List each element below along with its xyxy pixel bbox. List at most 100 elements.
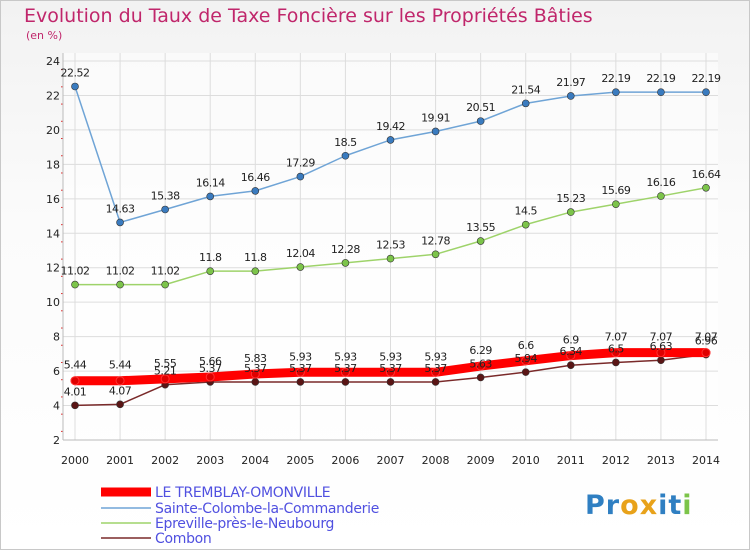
logo-letter: t xyxy=(668,490,683,521)
data-label: 6.6 xyxy=(518,339,534,352)
data-label: 13.55 xyxy=(466,221,495,234)
data-point xyxy=(296,378,305,386)
y-tick-label: 20 xyxy=(46,124,60,137)
data-label: 11.8 xyxy=(244,251,267,264)
data-point xyxy=(161,205,169,214)
data-label: 5.37 xyxy=(379,362,402,375)
chart-subtitle: (en %) xyxy=(26,29,63,42)
y-tick-label: 16 xyxy=(46,193,60,206)
data-point xyxy=(566,92,575,100)
data-label: 6.34 xyxy=(560,345,583,358)
data-point xyxy=(657,192,665,200)
x-tick-label: 2011 xyxy=(557,454,585,467)
data-label: 15.23 xyxy=(556,192,585,205)
data-point xyxy=(116,280,124,289)
y-tick-label: 14 xyxy=(46,227,60,240)
y-tick-label: 10 xyxy=(46,296,60,309)
data-point xyxy=(206,192,215,201)
x-tick-label: 2008 xyxy=(422,454,450,467)
y-tick-label: 4 xyxy=(53,400,60,413)
data-point xyxy=(521,99,530,108)
data-label: 4.07 xyxy=(109,384,132,397)
series-le-tremblay-omonville xyxy=(70,348,711,386)
logo-letter: i xyxy=(658,490,669,521)
x-tick-label: 2010 xyxy=(512,454,540,467)
data-point xyxy=(476,237,485,245)
data-label: 5.37 xyxy=(334,362,357,375)
data-label: 5.37 xyxy=(424,362,447,375)
x-tick-label: 2002 xyxy=(151,454,179,467)
data-label: 6.96 xyxy=(695,335,718,348)
data-point xyxy=(71,82,79,91)
chart-title: Evolution du Taux de Taxe Foncière sur l… xyxy=(24,5,593,27)
data-label: 19.91 xyxy=(421,111,450,124)
data-label: 5.66 xyxy=(199,355,222,368)
y-tick-label: 18 xyxy=(46,158,60,171)
data-point xyxy=(251,187,260,195)
data-label: 5.55 xyxy=(154,357,177,370)
proxiti-logo: Proxiti xyxy=(585,490,693,521)
legend-label: Combon xyxy=(155,531,212,547)
data-point xyxy=(206,267,215,275)
series-epreville-pr-s-le-neubourg xyxy=(71,183,710,289)
data-point xyxy=(521,356,531,366)
data-point xyxy=(70,376,80,386)
data-point xyxy=(611,348,621,358)
data-label: 12.28 xyxy=(331,243,360,256)
data-label: 5.37 xyxy=(244,362,267,375)
data-point xyxy=(701,348,711,358)
data-point xyxy=(295,367,305,377)
x-tick-label: 2007 xyxy=(377,454,405,467)
data-point xyxy=(476,373,485,382)
data-label: 5.93 xyxy=(334,350,357,363)
y-tick-label: 22 xyxy=(46,89,60,102)
logo-letter: i xyxy=(682,490,693,521)
data-point xyxy=(296,263,305,271)
data-label: 5.37 xyxy=(289,362,312,375)
logo-letter: o xyxy=(620,490,640,521)
data-point xyxy=(205,372,215,382)
data-point xyxy=(521,220,530,229)
x-tick-label: 2009 xyxy=(467,454,495,467)
data-label: 5.63 xyxy=(469,357,492,370)
data-point xyxy=(431,127,440,136)
data-label: 5.44 xyxy=(64,359,87,372)
data-point xyxy=(612,358,620,367)
data-point xyxy=(431,367,441,377)
data-point xyxy=(476,361,486,371)
y-tick-label: 6 xyxy=(53,365,60,378)
data-label: 11.8 xyxy=(199,251,222,264)
data-label: 22.19 xyxy=(601,72,630,85)
data-label: 5.94 xyxy=(514,352,537,365)
logo-letter: P xyxy=(585,490,606,521)
data-point xyxy=(115,376,125,386)
data-point xyxy=(116,400,124,409)
data-point xyxy=(702,183,710,192)
data-label: 16.16 xyxy=(646,176,675,189)
data-label: 14.63 xyxy=(106,202,135,215)
data-point xyxy=(160,374,170,384)
data-label: 11.02 xyxy=(151,265,180,278)
data-label: 6.9 xyxy=(563,334,579,347)
data-point xyxy=(386,254,395,263)
data-label: 5.37 xyxy=(199,362,222,375)
data-label: 15.38 xyxy=(151,189,180,202)
data-label: 5.21 xyxy=(154,365,177,378)
data-point xyxy=(251,378,260,386)
x-tick-label: 2012 xyxy=(602,454,630,467)
data-label: 19.42 xyxy=(376,120,405,133)
data-point xyxy=(566,351,576,361)
data-label: 11.02 xyxy=(61,265,90,278)
legend-label: Epreville-près-le-Neubourg xyxy=(155,516,334,532)
x-tick-label: 2014 xyxy=(692,454,720,467)
data-point xyxy=(341,151,350,160)
data-point xyxy=(71,401,79,410)
data-label: 16.64 xyxy=(692,168,721,181)
data-point xyxy=(251,267,260,275)
y-tick-label: 24 xyxy=(46,55,60,68)
data-point xyxy=(566,208,575,216)
data-point xyxy=(341,259,350,267)
data-label: 7.07 xyxy=(605,331,628,344)
data-point xyxy=(702,88,710,96)
